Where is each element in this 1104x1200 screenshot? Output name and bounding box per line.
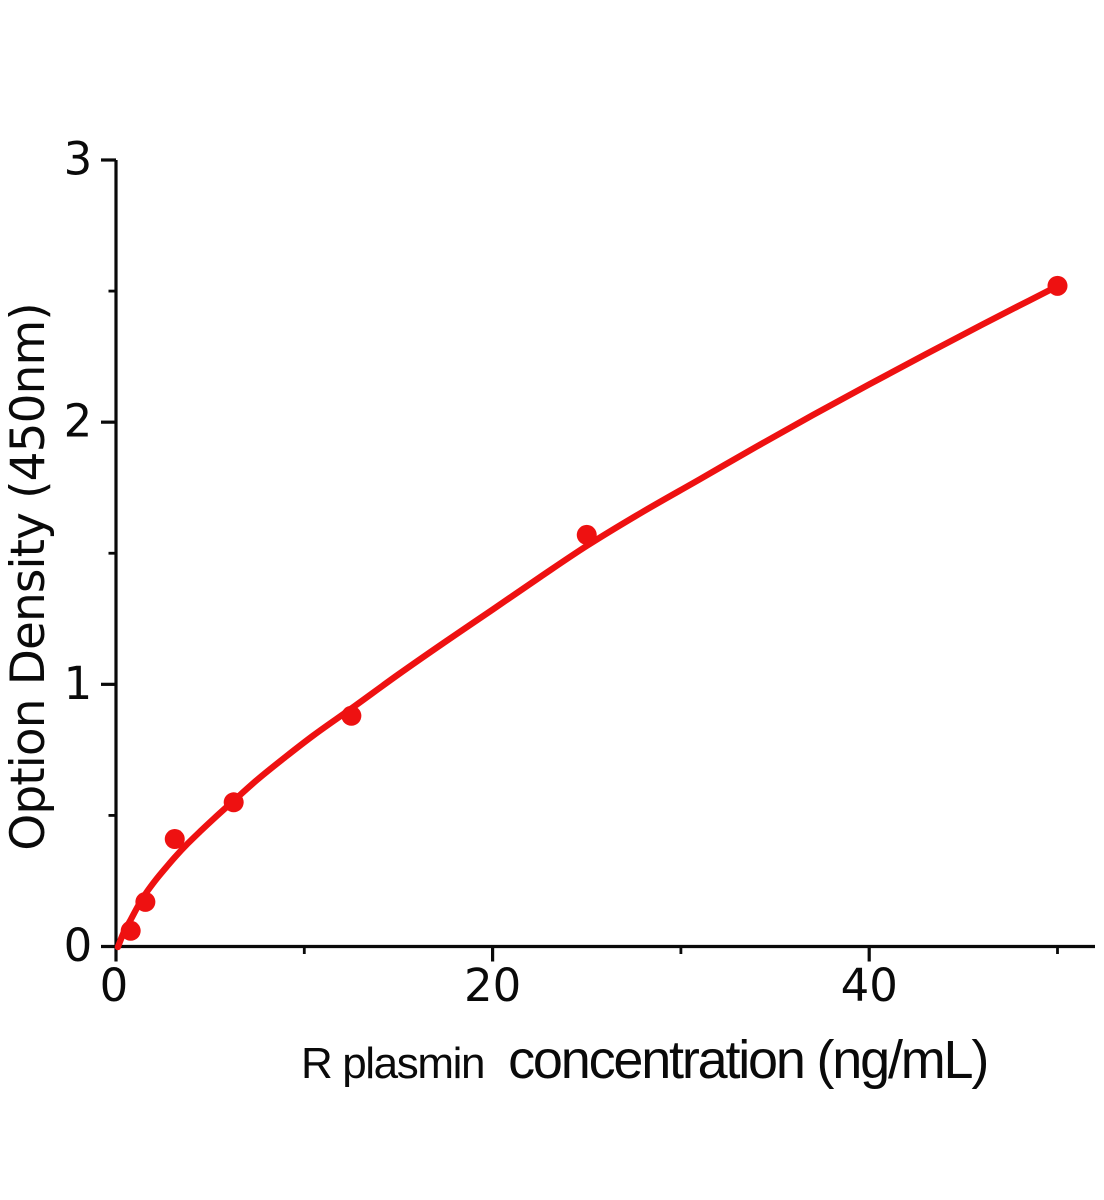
x-axis-title-main: concentration (ng/mL): [508, 1030, 987, 1090]
data-series: [114, 275, 1068, 951]
y-tick-label: 3: [64, 132, 93, 185]
data-point-marker: [135, 891, 156, 912]
data-point-marker: [576, 524, 597, 545]
axis-tick-labels: 0 20 40 0 1 2 3: [64, 132, 898, 1012]
x-axis-title: R plasmin concentration (ng/mL): [301, 1030, 987, 1090]
y-tick-label: 0: [64, 919, 93, 972]
fitted-curve: [114, 282, 1062, 951]
x-tick-label: 20: [464, 959, 521, 1012]
y-tick-label: 1: [64, 657, 93, 710]
x-tick-label: 0: [100, 959, 129, 1012]
data-point-marker: [1047, 275, 1068, 296]
data-point-marker: [223, 792, 244, 813]
axes: [101, 159, 1095, 949]
x-axis-title-prefix: R plasmin: [301, 1039, 484, 1088]
data-point-marker: [164, 829, 185, 850]
axis-ticks: [101, 158, 1059, 962]
y-tick-label: 2: [64, 395, 93, 448]
y-axis-title: Option Density (450nm): [1, 303, 56, 851]
data-point-marker: [120, 920, 141, 941]
x-tick-label: 40: [841, 959, 898, 1012]
data-point-marker: [341, 705, 362, 726]
